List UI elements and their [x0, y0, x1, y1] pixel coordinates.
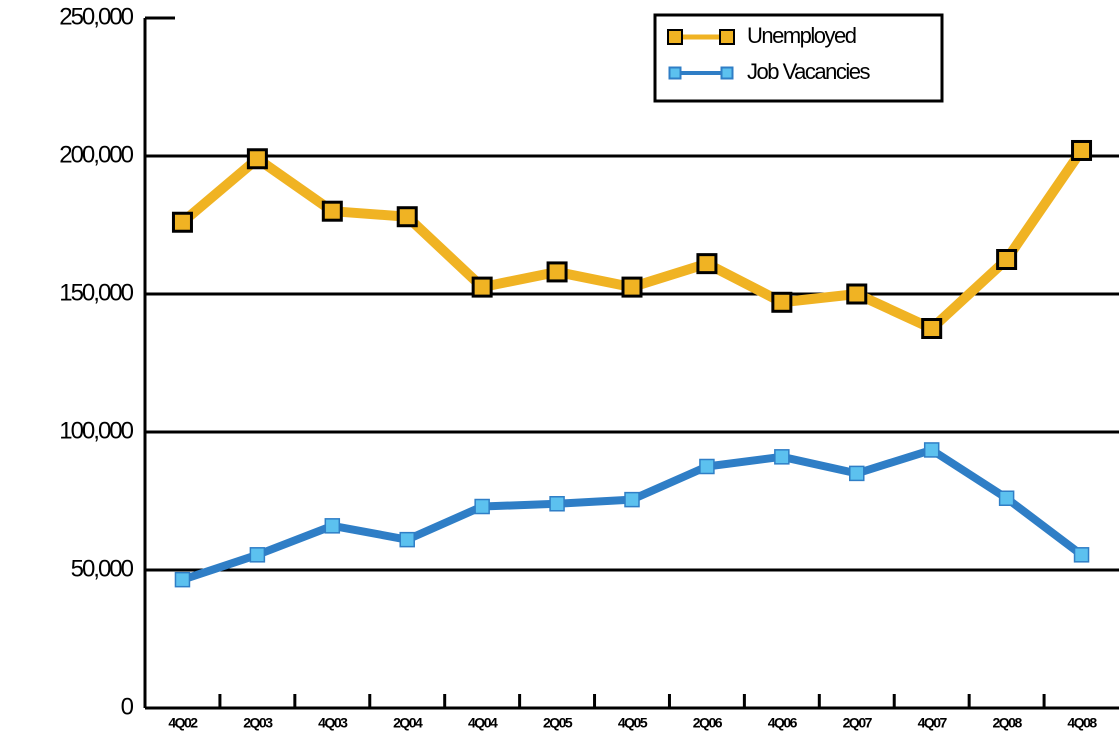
x-tick-label: 4Q08	[1067, 715, 1097, 731]
legend-box	[653, 13, 944, 103]
series-line	[181, 445, 1084, 584]
data-point	[549, 496, 565, 512]
data-point	[324, 518, 341, 534]
data-point	[996, 249, 1018, 270]
data-point	[471, 276, 493, 298]
legend-marker	[719, 29, 735, 45]
data-point	[1073, 547, 1090, 563]
data-point	[923, 442, 940, 458]
x-tick-label: 4Q06	[768, 715, 798, 731]
x-tick-label: 2Q07	[843, 715, 873, 731]
data-point	[624, 491, 640, 508]
y-tick-label: 100,000	[59, 417, 133, 444]
data-point	[171, 211, 193, 233]
series-line	[179, 147, 1086, 334]
x-tick-label: 4Q07	[918, 715, 948, 731]
x-tick-label: 4Q04	[468, 715, 498, 731]
x-tick-label: 2Q06	[693, 715, 723, 731]
data-point	[998, 490, 1015, 506]
data-point	[846, 283, 868, 305]
legend-label: Unemployed	[747, 23, 856, 48]
legend-marker	[720, 66, 734, 80]
data-point	[174, 571, 191, 588]
x-tick-label: 4Q02	[168, 715, 198, 731]
data-point	[396, 206, 418, 228]
data-point	[921, 318, 943, 339]
x-tick-label: 4Q05	[618, 715, 648, 731]
x-tick-label: 2Q08	[992, 715, 1022, 731]
y-tick-label: 150,000	[59, 279, 133, 306]
data-point	[699, 458, 715, 475]
y-tick-label: 50,000	[71, 555, 134, 582]
x-tick-label: 2Q05	[543, 715, 573, 731]
data-point	[621, 276, 643, 298]
legend-label: Job Vacancies	[747, 59, 870, 84]
data-point	[546, 261, 568, 283]
data-point	[321, 200, 343, 222]
y-tick-label: 0	[121, 693, 134, 720]
data-point	[849, 465, 865, 482]
data-point	[246, 148, 268, 170]
legend-marker	[668, 66, 682, 80]
legend-marker	[667, 29, 683, 45]
x-tick-label: 4Q03	[318, 715, 348, 731]
x-tick-label: 2Q03	[243, 715, 273, 731]
y-tick-label: 250,000	[59, 3, 133, 30]
data-point	[774, 449, 790, 465]
data-point	[1071, 139, 1093, 161]
data-point	[771, 291, 793, 313]
x-tick-label: 2Q04	[393, 715, 423, 731]
data-point	[399, 531, 415, 548]
y-tick-label: 200,000	[59, 141, 133, 168]
data-point	[474, 498, 490, 515]
data-point	[696, 253, 718, 275]
data-point	[249, 547, 266, 563]
